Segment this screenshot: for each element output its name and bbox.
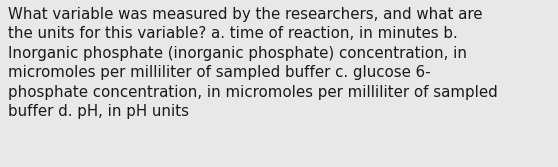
Text: What variable was measured by the researchers, and what are
the units for this v: What variable was measured by the resear… — [8, 7, 498, 119]
